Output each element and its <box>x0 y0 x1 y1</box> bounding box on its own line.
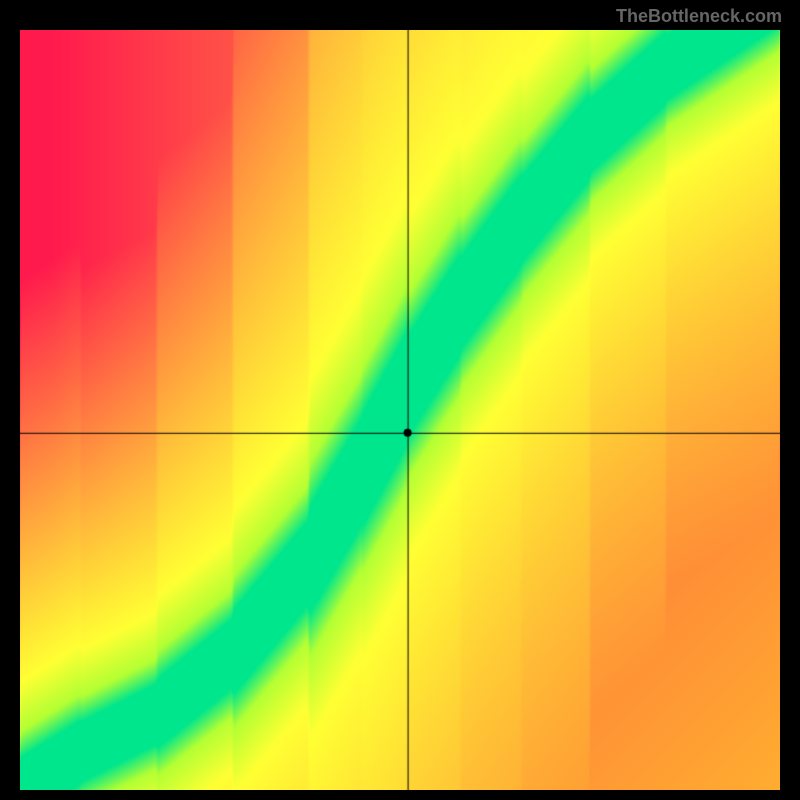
chart-container: TheBottleneck.com <box>0 0 800 800</box>
watermark-text: TheBottleneck.com <box>616 6 782 27</box>
heatmap-canvas <box>20 30 780 790</box>
heatmap-plot <box>20 30 780 790</box>
